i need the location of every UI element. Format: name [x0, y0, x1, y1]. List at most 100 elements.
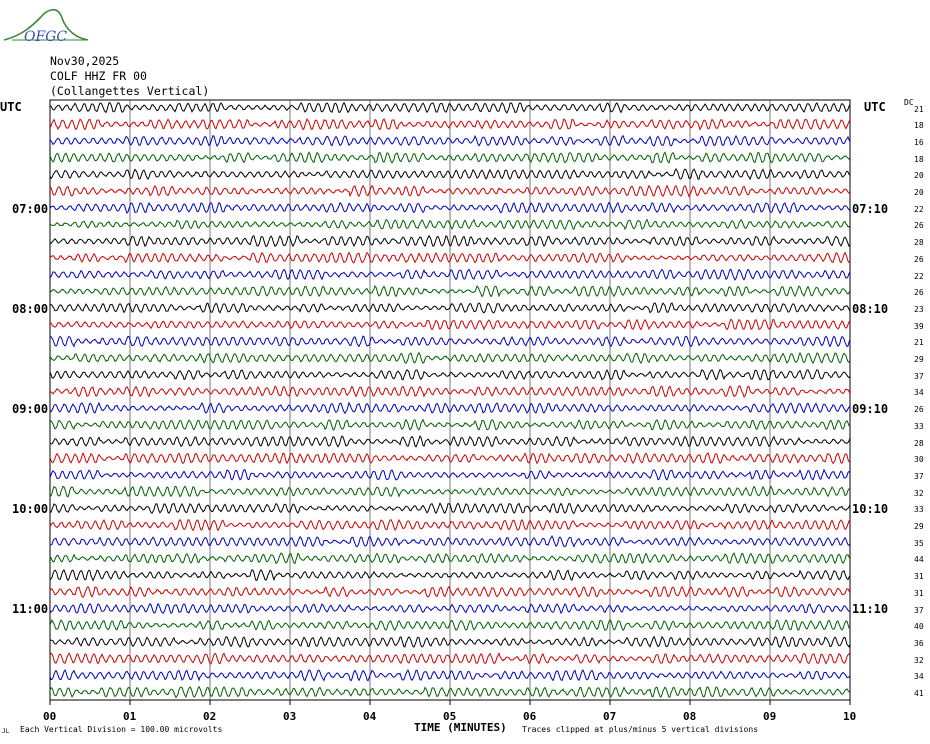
- seismic-traces: [49, 101, 851, 699]
- hour-label-1000: 10:00: [12, 502, 49, 516]
- x-tick-label: 00: [43, 710, 57, 723]
- trace-line: [49, 635, 851, 648]
- trace-line: [49, 284, 851, 298]
- dc-value: 20: [914, 171, 924, 181]
- x-axis-title: TIME (MINUTES): [414, 721, 507, 734]
- trace-line: [49, 685, 851, 699]
- dc-value: 34: [914, 388, 924, 398]
- trace-line: [49, 184, 851, 198]
- dc-value: 30: [914, 455, 924, 465]
- dc-value: 34: [914, 672, 924, 682]
- trace-line: [49, 468, 851, 481]
- x-tick-label: 10: [843, 710, 857, 723]
- right-time-0910: 09:10: [852, 402, 889, 416]
- dc-value: 22: [914, 204, 924, 214]
- trace-line: [49, 268, 851, 281]
- trace-line: [49, 401, 851, 415]
- right-time-0810: 08:10: [852, 302, 889, 316]
- x-tick-label: 01: [123, 710, 137, 723]
- trace-line: [49, 302, 851, 314]
- date-label: Nov30,2025: [50, 54, 120, 68]
- trace-line: [49, 535, 851, 548]
- x-tick-label: 03: [283, 710, 297, 723]
- dc-value: 26: [914, 221, 924, 231]
- x-tick-label: 08: [683, 710, 697, 723]
- dc-value: 35: [914, 538, 924, 548]
- hour-label-0900: 09:00: [12, 402, 49, 416]
- corner-mark: JL: [2, 728, 10, 735]
- dc-value: 33: [914, 505, 924, 515]
- dc-value: 28: [914, 238, 924, 248]
- location-label: (Collangettes Vertical): [50, 84, 210, 98]
- left-utc-label: UTC: [0, 100, 22, 114]
- dc-value: 37: [914, 371, 924, 381]
- trace-line: [49, 335, 851, 348]
- trace-line: [49, 385, 851, 398]
- hour-label-1100: 11:00: [12, 602, 49, 616]
- dc-value: 22: [914, 271, 924, 281]
- dc-value: 36: [914, 638, 924, 648]
- dc-value: 26: [914, 405, 924, 415]
- dc-value: 37: [914, 605, 924, 615]
- x-tick-label: 02: [203, 710, 217, 723]
- trace-line: [49, 585, 851, 599]
- dc-value: 26: [914, 254, 924, 264]
- dc-value: 21: [914, 338, 924, 348]
- minute-grid: [49, 100, 851, 705]
- clip-note: Traces clipped at plus/minus 5 vertical …: [522, 725, 759, 734]
- trace-line: [49, 502, 851, 515]
- trace-line: [49, 351, 851, 365]
- dc-value: 29: [914, 355, 924, 364]
- trace-line: [49, 168, 851, 181]
- dc-value: 41: [914, 689, 924, 698]
- trace-line: [49, 234, 851, 248]
- dc-value: 18: [914, 154, 924, 164]
- dc-value: 29: [914, 522, 924, 531]
- x-tick-label: 04: [363, 710, 377, 723]
- trace-line: [49, 651, 851, 665]
- x-tick-label: 07: [603, 710, 617, 723]
- dc-value: 32: [914, 488, 924, 498]
- dc-value: 20: [914, 188, 924, 197]
- dc-value: 21: [914, 104, 924, 114]
- right-time-0710: 07:10: [852, 202, 889, 216]
- trace-line: [49, 101, 851, 114]
- trace-line: [49, 602, 851, 615]
- dc-value: 18: [914, 121, 924, 131]
- dc-value: 23: [914, 304, 924, 314]
- x-tick-label: 05: [443, 710, 457, 723]
- x-tick-label: 06: [523, 710, 537, 723]
- dc-value: 31: [914, 572, 924, 582]
- trace-line: [49, 418, 851, 431]
- right-utc-label: UTC: [864, 100, 886, 114]
- right-time-1110: 11:10: [852, 602, 889, 616]
- hour-label-0700: 07:00: [12, 202, 49, 216]
- trace-line: [49, 568, 851, 582]
- trace-line: [49, 251, 851, 264]
- trace-line: [49, 201, 851, 214]
- station-label: COLF HHZ FR 00: [50, 69, 147, 83]
- trace-line: [49, 618, 851, 632]
- trace-line: [49, 669, 851, 682]
- dc-value: 44: [914, 555, 924, 565]
- trace-line: [49, 435, 851, 448]
- trace-line: [49, 318, 851, 331]
- hour-label-0800: 08:00: [12, 302, 49, 316]
- dc-value: 26: [914, 288, 924, 298]
- trace-line: [49, 368, 851, 381]
- trace-line: [49, 552, 851, 565]
- dc-value: 32: [914, 655, 924, 665]
- scale-note: Each Vertical Division = 100.00 microvol…: [20, 725, 223, 734]
- logo-text: OFGC: [24, 29, 67, 45]
- trace-line: [49, 485, 851, 498]
- trace-line: [49, 151, 851, 164]
- trace-line: [49, 452, 851, 465]
- dc-value: 31: [914, 588, 924, 598]
- dc-value: 28: [914, 438, 924, 448]
- dc-value: 16: [914, 137, 924, 147]
- trace-line: [49, 134, 851, 148]
- dc-label: DC: [904, 98, 914, 107]
- dc-value: 40: [914, 622, 924, 632]
- ofgc-logo: OFGC: [3, 8, 89, 45]
